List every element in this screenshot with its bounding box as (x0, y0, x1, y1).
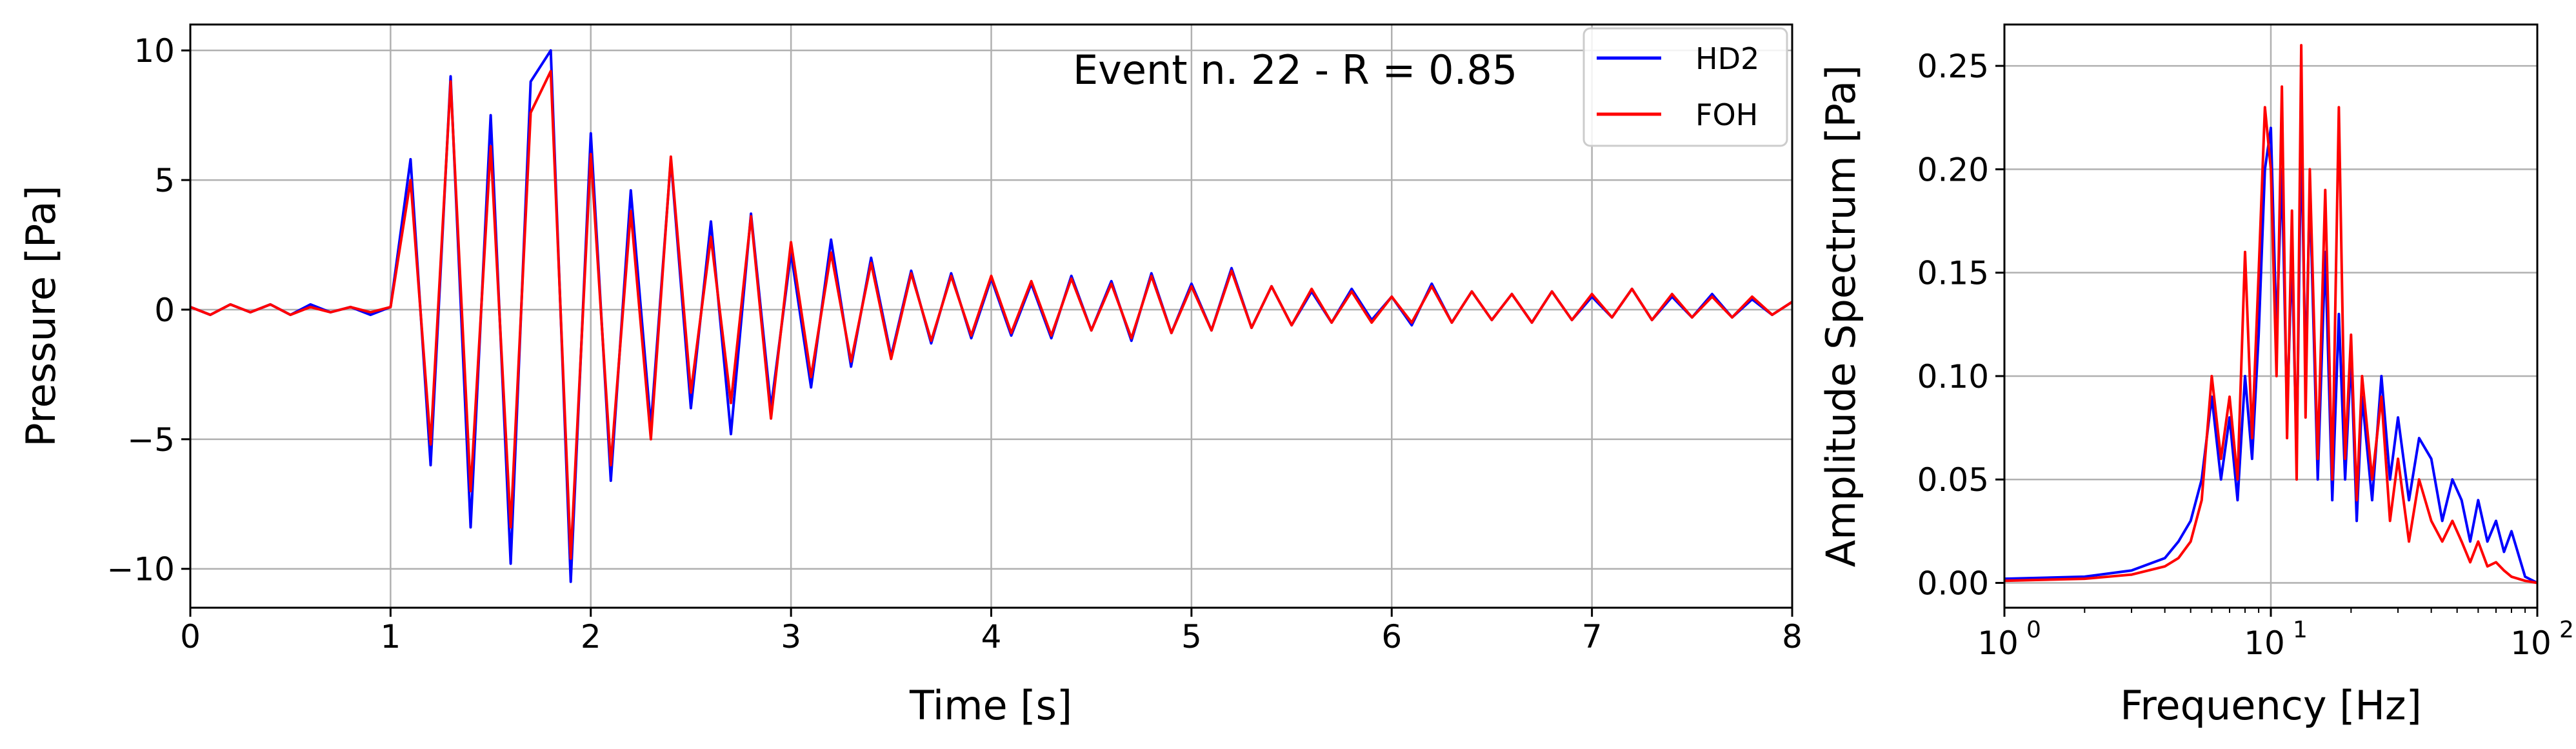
spectrum-y-axis-label: Amplitude Spectrum [Pa] (1817, 65, 1864, 568)
spectrum-line-foh (2004, 44, 2538, 584)
time-x-tick-label: 4 (981, 618, 1002, 655)
time-x-tick-label: 0 (180, 618, 201, 655)
spectrum-y-tick-label: 0.10 (1917, 358, 1989, 395)
spectrum-y-tick-label: 0.05 (1917, 461, 1989, 499)
time-x-tick-label: 1 (380, 618, 401, 655)
legend: HD2 FOH (1583, 27, 1788, 147)
spectrum-x-tick-exponent: 0 (2026, 617, 2041, 643)
time-y-tick-label: 5 (154, 162, 175, 199)
time-x-tick-label: 7 (1582, 618, 1603, 655)
time-series-chart: 0 1 2 3 4 5 6 7 8 −10 −5 0 5 10 Time [s] Pressure [Pa… (17, 23, 1802, 729)
legend-label-hd2: HD2 (1695, 41, 1759, 76)
amplitude-spectrum-chart: 10 0 10 1 10 2 0.00 0.05 0.10 0.15 0.20 0.25 Freque… (1817, 23, 2574, 729)
time-x-tick-label: 6 (1381, 618, 1402, 655)
spectrum-x-axis-label: Frequency [Hz] (2120, 682, 2422, 729)
time-ticks: 0 1 2 3 4 5 6 7 8 −10 −5 0 5 10 (106, 32, 1802, 655)
spectrum-ticks: 10 0 10 1 10 2 0.00 0.05 0.10 0.15 0.20 0.25 (1917, 48, 2574, 662)
event-annotation: Event n. 22 - R = 0.85 (1073, 46, 1517, 94)
spectrum-y-tick-label: 0.00 (1917, 565, 1989, 603)
time-y-tick-label: 10 (134, 32, 175, 70)
time-y-tick-label: 0 (154, 292, 175, 329)
time-x-tick-label: 8 (1782, 618, 1802, 655)
time-series-line-foh (190, 70, 1793, 560)
spectrum-x-tick-label: 10 (2510, 624, 2551, 662)
time-x-tick-label: 5 (1181, 618, 1202, 655)
time-y-tick-label: −10 (106, 551, 175, 588)
time-x-tick-label: 3 (781, 618, 801, 655)
spectrum-x-tick-label: 10 (2244, 624, 2285, 662)
time-y-tick-label: −5 (127, 421, 175, 459)
spectrum-y-tick-label: 0.20 (1917, 151, 1989, 188)
legend-label-foh: FOH (1695, 97, 1758, 132)
spectrum-x-tick-exponent: 1 (2293, 617, 2308, 643)
spectrum-x-tick-exponent: 2 (2559, 617, 2574, 643)
spectrum-series-lines (2004, 44, 2538, 584)
spectrum-y-tick-label: 0.25 (1917, 48, 1989, 85)
time-series-lines (190, 49, 1793, 583)
spectrum-y-tick-label: 0.15 (1917, 255, 1989, 292)
time-y-axis-label: Pressure [Pa] (17, 185, 65, 446)
time-x-axis-label: Time [s] (909, 682, 1072, 729)
time-x-tick-label: 2 (581, 618, 601, 655)
spectrum-x-tick-label: 10 (1977, 624, 2019, 662)
